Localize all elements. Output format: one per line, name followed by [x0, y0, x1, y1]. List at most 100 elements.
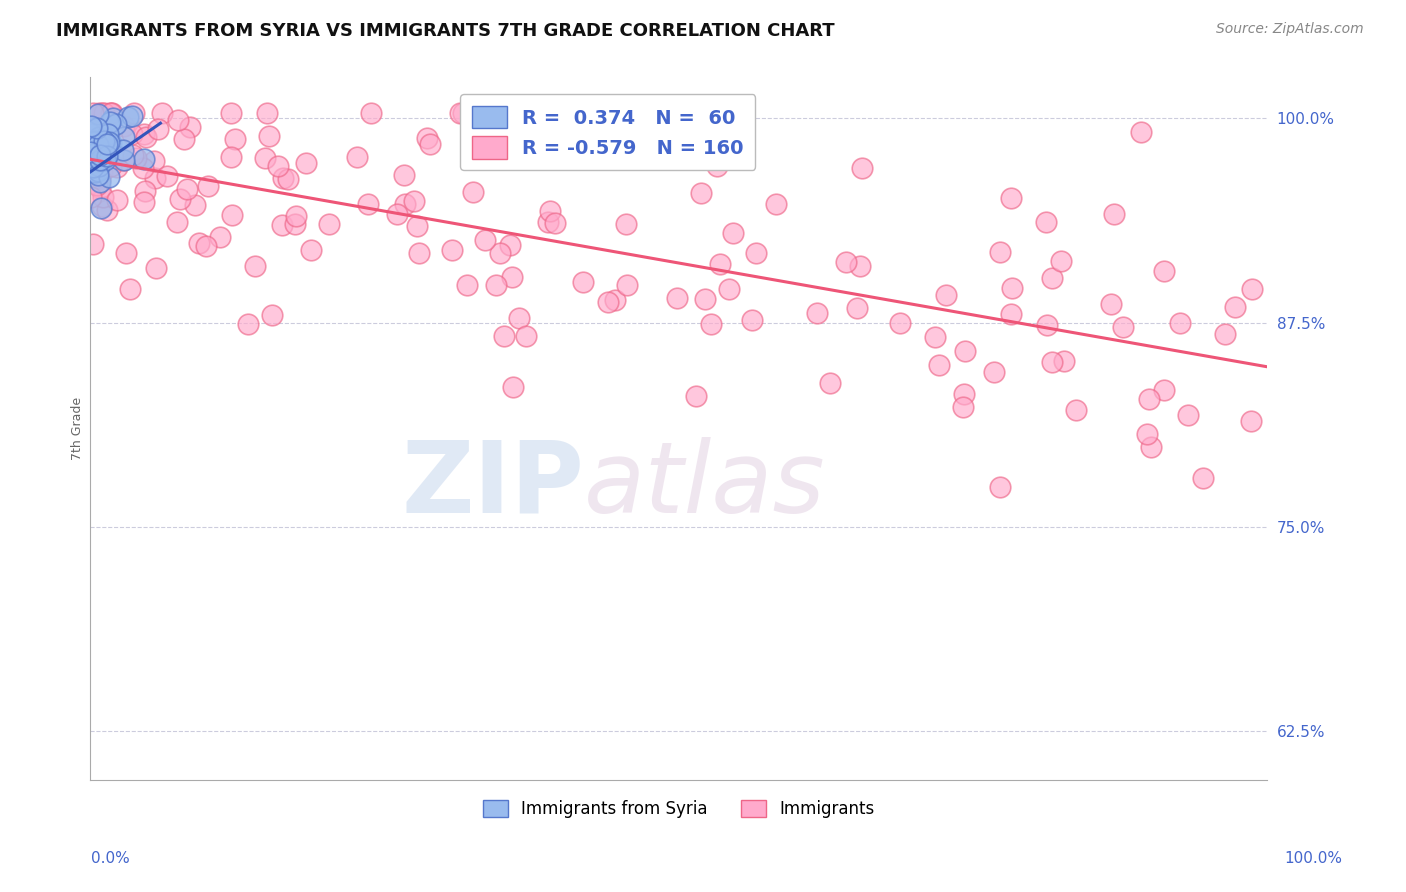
Point [90, 199, 112, 213]
Point [89, 153, 111, 167]
Point [700, 317, 723, 331]
Point [501, 270, 523, 285]
Point [221, 208, 243, 222]
Point [983, 365, 1005, 379]
Point [1042, 355, 1064, 369]
Point [86, 151, 108, 165]
Point [605, 293, 627, 308]
Point [86, 150, 108, 164]
Point [1213, 326, 1236, 341]
Point [80, 190, 103, 204]
Point [94, 131, 117, 145]
Point [271, 218, 294, 232]
Point [1139, 392, 1161, 406]
Point [132, 152, 155, 166]
Point [100, 159, 122, 173]
Text: ZIP: ZIP [401, 436, 585, 533]
Point [118, 282, 141, 296]
Point [267, 159, 290, 173]
Point [96, 136, 118, 151]
Point [91, 190, 114, 204]
Point [87, 153, 110, 168]
Point [89, 181, 111, 195]
Point [385, 207, 408, 221]
Point [80, 145, 103, 160]
Point [90, 165, 112, 179]
Point [1192, 471, 1215, 485]
Point [84, 135, 107, 149]
Point [98, 169, 121, 184]
Y-axis label: 7th Grade: 7th Grade [72, 397, 84, 460]
Point [259, 129, 281, 144]
Point [195, 239, 218, 253]
Point [537, 215, 560, 229]
Point [89, 148, 111, 162]
Point [89, 159, 111, 173]
Point [709, 257, 731, 271]
Point [284, 217, 307, 231]
Point [953, 387, 976, 401]
Point [114, 246, 136, 260]
Point [806, 306, 828, 320]
Point [1049, 254, 1071, 268]
Point [93, 134, 115, 148]
Point [98, 106, 121, 120]
Point [86, 145, 108, 160]
Point [90, 201, 112, 215]
Point [117, 110, 139, 124]
Point [717, 282, 740, 296]
Text: IMMIGRANTS FROM SYRIA VS IMMIGRANTS 7TH GRADE CORRELATION CHART: IMMIGRANTS FROM SYRIA VS IMMIGRANTS 7TH … [56, 22, 835, 40]
Point [515, 329, 537, 343]
Point [295, 155, 318, 169]
Point [80, 161, 103, 176]
Point [87, 146, 110, 161]
Point [405, 219, 427, 233]
Point [166, 215, 188, 229]
Point [112, 153, 135, 167]
Point [706, 159, 728, 173]
Point [1153, 383, 1175, 397]
Point [80, 135, 103, 149]
Point [134, 129, 156, 144]
Point [94, 144, 117, 158]
Point [499, 238, 522, 252]
Point [508, 310, 530, 325]
Point [83, 139, 105, 153]
Point [89, 171, 111, 186]
Point [572, 275, 595, 289]
Point [1177, 409, 1199, 423]
Text: Source: ZipAtlas.com: Source: ZipAtlas.com [1216, 22, 1364, 37]
Point [346, 150, 368, 164]
Point [1102, 207, 1125, 221]
Point [89, 145, 111, 160]
Point [243, 259, 266, 273]
Point [132, 194, 155, 209]
Point [596, 295, 619, 310]
Point [253, 151, 276, 165]
Point [723, 227, 745, 241]
Point [665, 291, 688, 305]
Point [142, 154, 165, 169]
Point [86, 168, 108, 182]
Point [90, 134, 112, 148]
Point [83, 135, 105, 149]
Point [1064, 403, 1087, 417]
Point [132, 127, 155, 141]
Point [86, 121, 108, 136]
Point [125, 151, 148, 165]
Point [741, 313, 763, 327]
Point [441, 243, 464, 257]
Point [197, 178, 219, 193]
Point [91, 141, 114, 155]
Point [100, 106, 122, 120]
Point [146, 121, 169, 136]
Point [1153, 264, 1175, 278]
Point [176, 182, 198, 196]
Point [1001, 281, 1024, 295]
Point [849, 260, 872, 274]
Point [145, 261, 167, 276]
Point [392, 168, 415, 182]
Point [299, 243, 322, 257]
Point [1112, 320, 1135, 334]
Point [101, 106, 124, 120]
